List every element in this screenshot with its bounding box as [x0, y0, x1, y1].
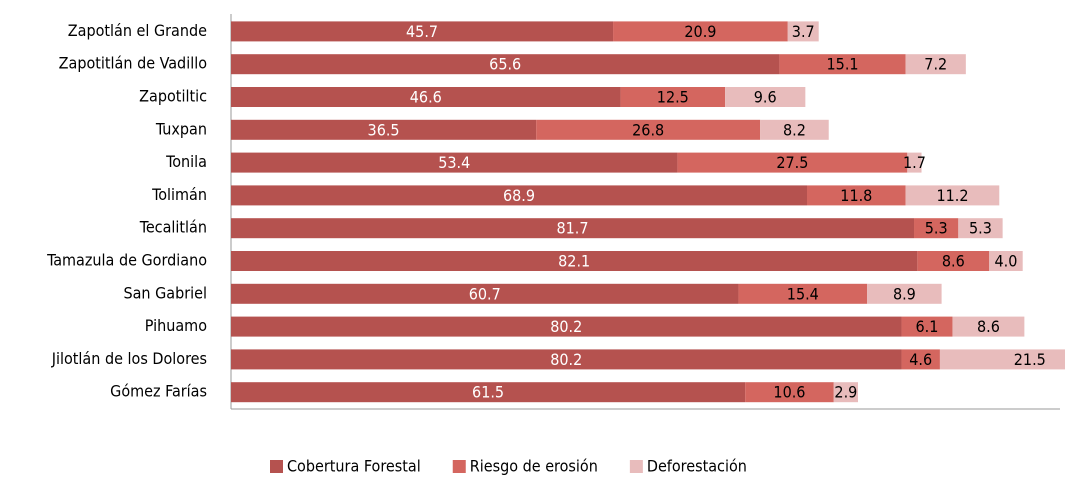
bar-segment: [952, 316, 1025, 337]
legend-label: Riesgo de erosión: [470, 457, 598, 476]
bar-segment: [917, 251, 990, 271]
bar-segment: [939, 349, 1065, 370]
data-label: 11.8: [840, 186, 872, 205]
y-tick-label: Jilotlán de los Dolores: [51, 349, 207, 368]
bar-segment: [231, 119, 537, 140]
y-tick-label: Tecalitlán: [139, 218, 207, 237]
y-tick-label: Tonila: [165, 152, 207, 171]
data-label: 8.6: [977, 317, 1000, 336]
data-label: 36.5: [368, 120, 400, 139]
data-label: 21.5: [1014, 350, 1046, 369]
y-tick-label: Tolimán: [151, 185, 207, 204]
bar-segment: [231, 382, 746, 403]
data-label: 7.2: [924, 55, 947, 74]
y-tick-label: San Gabriel: [123, 283, 207, 302]
data-label: 65.6: [489, 55, 521, 74]
bar-segment: [901, 316, 953, 337]
bar-segment: [833, 382, 858, 403]
data-label: 45.7: [406, 22, 438, 41]
bar-segment: [807, 185, 906, 206]
bar-segment: [760, 119, 829, 140]
legend-label: Cobertura Forestal: [287, 457, 421, 476]
bar-segment: [787, 21, 819, 42]
bar-segment: [231, 218, 915, 239]
data-label: 15.1: [827, 55, 859, 74]
data-label: 82.1: [558, 252, 590, 271]
bar-segment: [231, 316, 902, 337]
data-label: 6.1: [916, 317, 939, 336]
data-label: 80.2: [550, 350, 582, 369]
data-label: 81.7: [556, 219, 588, 238]
data-label: 80.2: [550, 317, 582, 336]
data-label: 27.5: [776, 153, 808, 172]
bar-segment: [745, 382, 834, 403]
bar-segment: [914, 218, 959, 239]
data-label: 68.9: [503, 186, 535, 205]
bar-segment: [901, 349, 940, 370]
y-tick-label: Zapotlán el Grande: [68, 21, 207, 40]
data-label: 61.5: [472, 383, 504, 402]
y-tick-label: Zapotiltic: [139, 87, 207, 106]
bar-segment: [231, 349, 902, 370]
bar-segment: [231, 251, 918, 271]
data-label: 4.6: [909, 350, 932, 369]
data-label: 9.6: [754, 88, 777, 107]
bar-segment: [231, 185, 808, 206]
legend-swatch: [629, 460, 643, 473]
legend-swatch: [270, 460, 283, 473]
data-label: 60.7: [469, 284, 501, 303]
bar-segment: [989, 251, 1023, 271]
plot: [231, 21, 1065, 403]
y-tick-label: Pihuamo: [145, 316, 207, 335]
y-tick-label: Zapotitlán de Vadillo: [59, 54, 208, 73]
data-label: 20.9: [684, 22, 716, 41]
data-label: 5.3: [925, 219, 948, 238]
data-label: 10.6: [773, 383, 805, 402]
data-label: 46.6: [410, 88, 442, 107]
bar-segment: [738, 283, 868, 304]
data-label: 8.2: [783, 120, 806, 139]
data-label: 2.9: [834, 383, 857, 402]
bar-segment: [867, 283, 942, 304]
bar-segment: [231, 54, 780, 75]
data-label: 8.9: [893, 284, 916, 303]
y-tick-label: Gómez Farías: [110, 382, 207, 401]
bar-segment: [231, 152, 678, 173]
legend-label: Deforestación: [647, 457, 747, 476]
data-label: 26.8: [632, 120, 664, 139]
data-label: 5.3: [969, 219, 992, 238]
bar-segment: [677, 152, 908, 173]
bar-segment: [958, 218, 1003, 239]
data-label: 53.4: [438, 153, 470, 172]
bar-segment: [905, 54, 966, 75]
legend-swatch: [452, 460, 466, 473]
bar-segment: [725, 87, 806, 107]
bar-segment: [536, 119, 761, 140]
data-label: 8.6: [942, 252, 965, 271]
bar-segment: [779, 54, 906, 75]
data-label: 15.4: [787, 284, 819, 303]
data-label: 3.7: [792, 22, 815, 41]
data-label: 4.0: [995, 252, 1018, 271]
bar-segment: [231, 21, 614, 42]
data-label: 12.5: [657, 88, 689, 107]
data-label: 1.7: [903, 153, 926, 172]
bar-segment: [231, 87, 621, 107]
bar-segment: [613, 21, 788, 42]
y-tick-label: Tuxpan: [155, 119, 207, 138]
bar-segment: [905, 185, 1000, 206]
bar-segment: [620, 87, 726, 107]
bar-segment: [231, 283, 739, 304]
bar-segment: [907, 152, 922, 173]
y-tick-label: Tamazula de Gordiano: [46, 251, 207, 270]
data-label: 11.2: [936, 186, 968, 205]
